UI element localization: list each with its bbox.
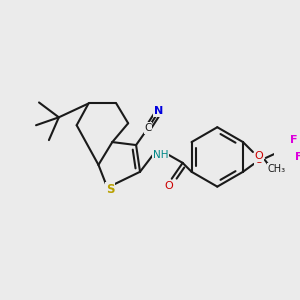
Text: O: O <box>254 155 263 165</box>
Text: N: N <box>154 106 164 116</box>
Text: O: O <box>164 181 173 191</box>
Text: NH: NH <box>153 150 169 160</box>
Text: S: S <box>106 183 115 196</box>
Text: F: F <box>295 152 300 162</box>
Text: CH₃: CH₃ <box>268 164 286 174</box>
Text: C: C <box>144 123 152 133</box>
Text: F: F <box>290 135 297 145</box>
Text: O: O <box>254 151 263 161</box>
